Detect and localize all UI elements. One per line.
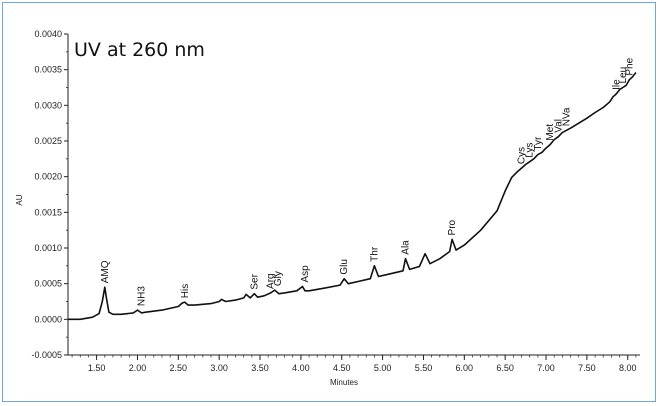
x-tick-label: 3.50 bbox=[251, 363, 269, 373]
x-axis-ticks: 1.50 2.00 2.50 3.00 3.50 4.00 4.50 5.00 5.50 6.00… bbox=[71, 355, 637, 373]
y-tick-label: 0.0040 bbox=[34, 29, 62, 39]
x-tick-label: 2.50 bbox=[170, 363, 188, 373]
peak-label: Lys bbox=[525, 142, 536, 157]
x-tick-label: 2.00 bbox=[129, 363, 147, 373]
y-axis-title: AU bbox=[15, 194, 24, 205]
y-tick-label: 0.0005 bbox=[34, 279, 62, 289]
x-tick-label: 7.50 bbox=[578, 363, 596, 373]
x-tick-label: 4.50 bbox=[333, 363, 351, 373]
chart-frame bbox=[2, 2, 656, 402]
peak-label: Tyr bbox=[533, 136, 544, 151]
peak-label: His bbox=[180, 284, 191, 298]
x-axis-title: Minutes bbox=[330, 378, 358, 387]
peak-label: Arg bbox=[266, 273, 277, 289]
series-line bbox=[68, 72, 637, 321]
x-tick-label: 5.00 bbox=[374, 363, 392, 373]
chart-title: UV at 260 nm bbox=[74, 39, 205, 61]
peak-label: Glu bbox=[339, 259, 350, 275]
x-tick-label: 5.50 bbox=[415, 363, 433, 373]
y-axis-ticks: -0.0005 0.0000 0.0005 0.0010 0.0015 0.0020 0.0… bbox=[31, 29, 68, 360]
y-tick-label: 0.0020 bbox=[34, 172, 62, 182]
peak-label: Gly bbox=[273, 271, 284, 286]
peak-label: Leu bbox=[618, 67, 629, 84]
x-tick-label: 1.50 bbox=[88, 363, 106, 373]
x-tick-label: 4.00 bbox=[292, 363, 310, 373]
peak-label: Val bbox=[553, 119, 564, 133]
y-tick-label: 0.0035 bbox=[34, 65, 62, 75]
y-tick-label: -0.0005 bbox=[31, 350, 62, 360]
peak-label: Ser bbox=[249, 273, 260, 289]
peak-label: Thr bbox=[369, 246, 380, 262]
peak-label: Cys bbox=[517, 147, 528, 164]
y-tick-label: 0.0030 bbox=[34, 100, 62, 110]
peak-label: NVa bbox=[561, 107, 572, 126]
x-tick-label: 8.00 bbox=[619, 363, 637, 373]
peak-label: Met bbox=[545, 124, 556, 141]
peak-label: Asp bbox=[300, 265, 311, 283]
y-tick-label: 0.0010 bbox=[34, 243, 62, 253]
x-tick-label: 6.50 bbox=[496, 363, 514, 373]
y-tick-label: 0.0025 bbox=[34, 136, 62, 146]
peak-label: AMQ bbox=[100, 260, 111, 283]
y-tick-label: 0.0000 bbox=[34, 314, 62, 324]
x-tick-label: 3.00 bbox=[210, 363, 228, 373]
x-tick-label: 6.00 bbox=[456, 363, 474, 373]
peak-label: Ala bbox=[400, 240, 411, 255]
peak-label: NH3 bbox=[137, 286, 148, 306]
axes bbox=[67, 34, 640, 356]
peak-label: Pro bbox=[447, 219, 458, 235]
peak-label: Phe bbox=[624, 57, 635, 75]
peak-label: Ile bbox=[611, 79, 622, 90]
x-tick-label: 7.00 bbox=[537, 363, 555, 373]
y-tick-label: 0.0015 bbox=[34, 207, 62, 217]
